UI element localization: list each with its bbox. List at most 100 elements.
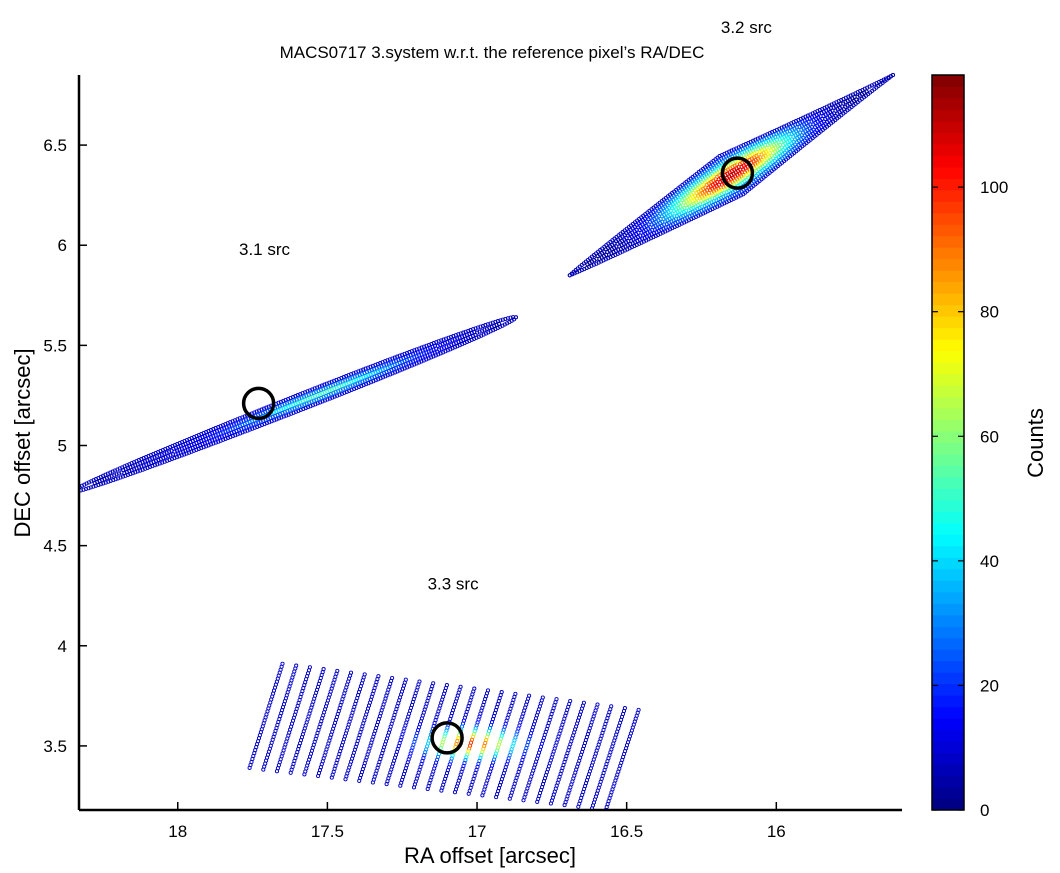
data-point — [262, 768, 265, 771]
colorbar-band — [932, 799, 964, 811]
colorbar-band — [932, 213, 964, 225]
y-tick-label: 6 — [58, 236, 67, 255]
colorbar-band — [932, 776, 964, 788]
colorbar-band — [932, 443, 964, 455]
annotation-layer: 3.1 src 3.2 src 3.3 src — [239, 18, 772, 594]
x-tick-label: 18 — [168, 822, 187, 841]
data-point — [495, 796, 498, 799]
colorbar-band — [932, 523, 964, 535]
colorbar-band — [932, 121, 964, 133]
colorbar-band — [932, 580, 964, 592]
colorbar-band — [932, 454, 964, 466]
data-point — [522, 799, 525, 802]
x-tick-label: 16.5 — [610, 822, 643, 841]
y-tick-label: 4.5 — [43, 537, 67, 556]
data-point — [467, 792, 470, 795]
colorbar-band — [932, 305, 964, 317]
colorbar-band — [932, 236, 964, 248]
x-tick-label: 17.5 — [311, 822, 344, 841]
x-tick-label: 17 — [468, 822, 487, 841]
colorbar-band — [932, 316, 964, 328]
series-3-3-src — [248, 662, 640, 811]
colorbar-band — [932, 477, 964, 489]
colorbar-tick-label: 20 — [980, 676, 999, 695]
colorbar-band — [932, 144, 964, 156]
colorbar-band — [932, 224, 964, 236]
colorbar-band — [932, 707, 964, 719]
data-point — [577, 805, 580, 808]
colorbar-band — [932, 787, 964, 799]
data-layer — [71, 73, 894, 811]
colorbar-band — [932, 201, 964, 213]
colorbar-band — [932, 764, 964, 776]
colorbar-band — [932, 534, 964, 546]
colorbar-band — [932, 488, 964, 500]
colorbar-band — [932, 730, 964, 742]
colorbar-band — [932, 328, 964, 340]
data-point — [71, 490, 74, 493]
colorbar-label: Counts — [1023, 408, 1048, 478]
x-axis-label: RA offset [arcsec] — [404, 843, 576, 868]
colorbar-band — [932, 385, 964, 397]
colorbar-band — [932, 167, 964, 179]
chart-title: MACS0717 3.system w.r.t. the reference p… — [280, 43, 705, 62]
colorbar-tick-label: 0 — [980, 801, 989, 820]
colorbar-band — [932, 649, 964, 661]
colorbar-band — [932, 546, 964, 558]
y-tick-label: 3.5 — [43, 737, 67, 756]
axes: 18 17.5 17 16.5 16 3.544.555.566.5 — [43, 75, 902, 841]
data-point — [344, 778, 347, 781]
data-point — [289, 771, 292, 774]
y-axis-label: DEC offset [arcsec] — [10, 348, 35, 537]
y-tick-label: 5 — [58, 437, 67, 456]
colorbar-band — [932, 374, 964, 386]
colorbar-band — [932, 155, 964, 167]
colorbar-band — [932, 603, 964, 615]
data-point — [74, 490, 77, 493]
colorbar-band — [932, 465, 964, 477]
data-point — [536, 800, 539, 803]
colorbar-band — [932, 75, 964, 87]
colorbar-band — [932, 500, 964, 512]
colorbar-band — [932, 397, 964, 409]
y-tick-label: 6.5 — [43, 136, 67, 155]
annotation-label: 3.3 src — [428, 575, 480, 594]
colorbar-band — [932, 362, 964, 374]
colorbar-band — [932, 511, 964, 523]
colorbar-band — [932, 190, 964, 202]
colorbar-band — [932, 408, 964, 420]
annotation-label: 3.2 src — [721, 18, 773, 37]
colorbar-band — [932, 741, 964, 753]
colorbar-band — [932, 259, 964, 271]
colorbar-band — [932, 293, 964, 305]
colorbar-bands — [932, 75, 964, 811]
colorbar-band — [932, 615, 964, 627]
data-point — [275, 770, 278, 773]
data-point — [412, 786, 415, 789]
colorbar-band — [932, 626, 964, 638]
data-point — [358, 779, 361, 782]
annotation-label: 3.1 src — [239, 240, 291, 259]
colorbar-band — [932, 753, 964, 765]
marker-layer — [244, 158, 753, 753]
series-3-1-src — [71, 316, 517, 494]
colorbar: 0 20 40 60 80 100 Counts — [932, 75, 1048, 820]
data-point — [74, 488, 77, 491]
colorbar-band — [932, 718, 964, 730]
colorbar-band — [932, 109, 964, 121]
colorbar-band — [932, 695, 964, 707]
y-tick-label: 5.5 — [43, 336, 67, 355]
colorbar-band — [932, 420, 964, 432]
colorbar-band — [932, 98, 964, 110]
colorbar-band — [932, 132, 964, 144]
colorbar-band — [932, 178, 964, 190]
colorbar-band — [932, 592, 964, 604]
colorbar-band — [932, 247, 964, 259]
x-tick-label: 16 — [767, 822, 786, 841]
colorbar-tick-label: 100 — [980, 178, 1008, 197]
colorbar-band — [932, 270, 964, 282]
colorbar-band — [932, 569, 964, 581]
x-ticks: 18 17.5 17 16.5 16 — [168, 802, 785, 841]
colorbar-band — [932, 86, 964, 98]
